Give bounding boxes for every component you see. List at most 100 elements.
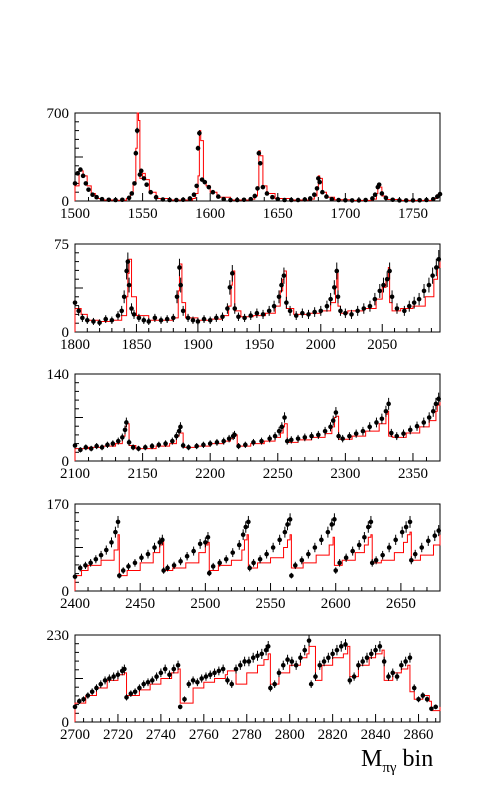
data-point	[76, 308, 81, 314]
data-point	[430, 408, 436, 414]
x-tick-label: 2550	[256, 596, 286, 612]
data-point	[225, 678, 230, 683]
data-point	[386, 674, 391, 679]
data-point	[309, 433, 314, 439]
data-point	[295, 197, 301, 203]
data-point	[364, 655, 370, 660]
data-point	[75, 171, 81, 176]
y-min-label: 0	[62, 325, 70, 341]
y-max-label: 170	[47, 497, 70, 513]
data-point	[389, 430, 394, 436]
data-point	[93, 556, 99, 562]
data-point	[217, 560, 222, 566]
data-point	[225, 306, 230, 311]
data-point	[356, 662, 361, 668]
data-point	[381, 659, 387, 664]
data-point	[203, 674, 209, 679]
data-point	[390, 670, 396, 676]
data-point	[201, 316, 207, 322]
data-point	[333, 568, 339, 573]
data-point	[324, 303, 330, 309]
data-point	[230, 271, 235, 276]
data-point	[191, 192, 197, 198]
data-point	[434, 265, 439, 270]
data-point	[417, 197, 423, 203]
data-point	[88, 446, 94, 451]
data-point	[115, 672, 121, 678]
data-point	[334, 647, 340, 653]
data-point	[421, 420, 427, 425]
x-tick-label: 2050	[367, 337, 397, 353]
data-point	[394, 306, 400, 311]
data-point	[174, 433, 179, 439]
data-point	[167, 197, 172, 203]
data-point	[430, 273, 435, 278]
data-point	[302, 197, 308, 202]
data-point	[276, 294, 282, 300]
data-point	[197, 541, 203, 547]
data-point	[171, 563, 177, 568]
data-point	[424, 697, 430, 702]
data-point	[383, 195, 389, 201]
data-point	[83, 181, 89, 186]
data-point	[251, 560, 256, 566]
data-point	[221, 196, 227, 202]
data-point	[201, 442, 206, 448]
data-point	[319, 537, 324, 543]
data-point	[320, 189, 325, 195]
data-point	[146, 319, 152, 324]
data-point	[425, 538, 431, 544]
data-point	[243, 442, 248, 448]
data-point	[226, 436, 232, 441]
data-point	[256, 150, 262, 156]
data-point	[322, 428, 328, 434]
data-point	[368, 519, 374, 525]
data-point	[376, 182, 382, 187]
data-point	[338, 644, 344, 649]
data-point	[160, 537, 165, 543]
data-point	[330, 418, 336, 423]
data-point	[91, 319, 96, 324]
data-point	[349, 198, 355, 203]
data-point	[210, 189, 216, 195]
y-max-label: 75	[54, 237, 69, 253]
data-point	[182, 697, 187, 702]
data-point	[381, 282, 386, 288]
data-point	[139, 555, 144, 561]
data-point	[368, 651, 374, 657]
data-point	[72, 443, 78, 448]
data-point	[272, 433, 278, 439]
data-point	[394, 433, 400, 439]
data-point	[149, 678, 155, 683]
data-point	[267, 436, 272, 441]
data-point	[180, 197, 186, 203]
data-point	[180, 443, 186, 448]
data-point	[207, 672, 213, 678]
data-point	[287, 517, 293, 522]
data-point	[94, 194, 99, 200]
data-point	[414, 423, 420, 429]
x-tick-label: 2860	[404, 727, 434, 743]
data-point	[162, 666, 168, 672]
data-point	[102, 678, 108, 683]
data-point	[399, 662, 404, 668]
data-point	[84, 317, 90, 323]
data-point	[236, 542, 242, 548]
data-point	[433, 704, 439, 710]
data-point	[407, 427, 413, 433]
data-point	[336, 197, 341, 203]
data-point	[272, 681, 277, 687]
data-point	[185, 315, 191, 321]
data-point	[128, 691, 134, 696]
data-point	[186, 445, 191, 450]
data-point	[412, 551, 418, 557]
data-point	[141, 681, 147, 687]
data-point	[156, 442, 162, 448]
data-point	[332, 285, 337, 290]
data-point	[268, 685, 273, 691]
data-point	[264, 551, 269, 557]
chart-panel-5: 2700 2720 2740 2760 2780 2800 2820 2840 2860 230 0	[47, 628, 441, 743]
data-point	[343, 197, 348, 203]
data-point	[120, 568, 126, 573]
